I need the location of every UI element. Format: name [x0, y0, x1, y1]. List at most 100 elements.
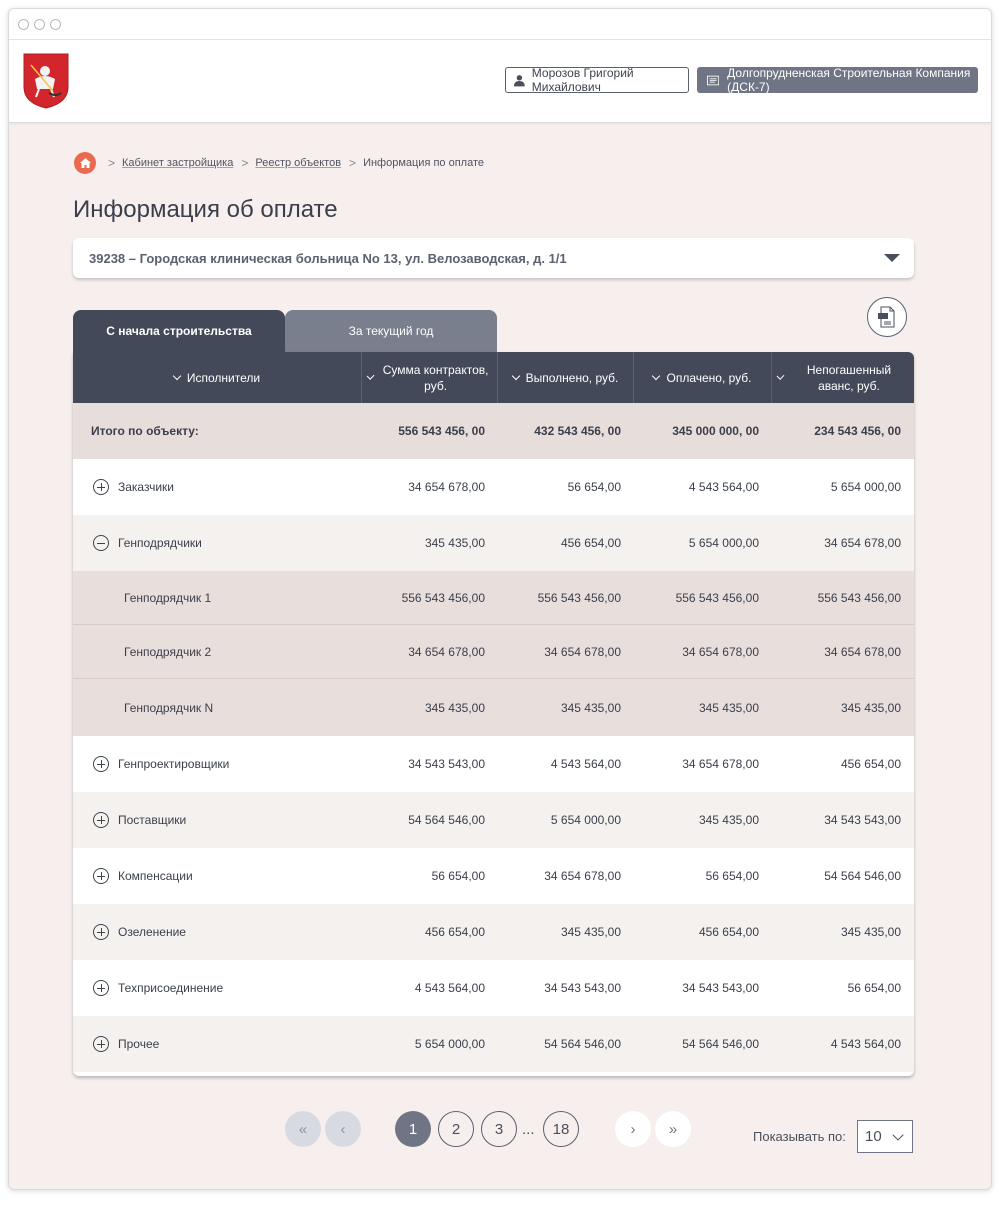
export-document-button[interactable]	[867, 297, 907, 337]
breadcrumb-link-registry[interactable]: Реестр объектов	[255, 157, 342, 169]
table-cell: 56 654,00	[567, 480, 621, 494]
prev-page-button[interactable]: ‹	[325, 1111, 361, 1147]
expand-plus-icon[interactable]	[93, 1036, 109, 1052]
column-header-paid[interactable]: Оплачено, руб.	[634, 352, 772, 403]
group-name: Прочее	[118, 1037, 160, 1051]
sort-chevron-icon	[652, 371, 661, 380]
table-cell: 54 564 546,00	[682, 1037, 759, 1051]
table-cell: 4 543 564,00	[414, 981, 485, 995]
sort-chevron-icon	[511, 371, 520, 380]
table-row-customers[interactable]: Заказчики 34 654 678,00 56 654,00 4 543 …	[73, 459, 914, 515]
total-cell: 234 543 456, 00	[814, 424, 901, 438]
object-select[interactable]: 39238 – Городская клиническая больница N…	[73, 238, 914, 278]
total-cell: 345 000 000, 00	[672, 424, 759, 438]
expand-plus-icon[interactable]	[93, 756, 109, 772]
table-cell: 54 564 546,00	[544, 1037, 621, 1051]
page-button-3[interactable]: 3	[481, 1111, 517, 1147]
first-page-button[interactable]: «	[285, 1111, 321, 1147]
table-cell: 5 654 000,00	[688, 536, 759, 550]
table-cell: 456 654,00	[424, 925, 485, 939]
table-cell: 345 435,00	[560, 700, 621, 715]
expand-plus-icon[interactable]	[93, 980, 109, 996]
table-cell: 4 543 564,00	[688, 480, 759, 494]
table-row-other[interactable]: Прочее 5 654 000,00 54 564 546,00 54 564…	[73, 1016, 914, 1072]
page-title: Информация об оплате	[73, 196, 338, 223]
column-header-done[interactable]: Выполнено, руб.	[498, 352, 634, 403]
expand-plus-icon[interactable]	[93, 868, 109, 884]
company-button[interactable]: Долгопрудненская Строительная Компания (…	[697, 66, 978, 94]
table-cell: 345 435,00	[698, 700, 759, 715]
app-header: Морозов Григорий Михайлович Долгопруднен…	[9, 40, 991, 123]
breadcrumb-separator-icon: >	[349, 156, 357, 170]
breadcrumb-link-cabinet[interactable]: Кабинет застройщика	[122, 157, 234, 169]
expand-plus-icon[interactable]	[93, 924, 109, 940]
total-label: Итого по объекту:	[91, 424, 199, 438]
table-cell: 54 564 546,00	[408, 813, 485, 827]
table-cell: 34 654 678,00	[408, 480, 485, 494]
table-cell: 34 654 678,00	[408, 644, 485, 659]
group-name: Генпроектировщики	[118, 757, 230, 771]
table-cell: 34 543 543,00	[544, 981, 621, 995]
table-cell: 345 435,00	[560, 925, 621, 939]
expand-plus-icon[interactable]	[93, 479, 109, 495]
home-icon[interactable]	[74, 152, 96, 174]
table-row-compensations[interactable]: Компенсации 56 654,00 34 654 678,00 56 6…	[73, 848, 914, 904]
pagination: « ‹ 1 2 3 ... 18 › »	[0, 1111, 1000, 1151]
tab-current-year[interactable]: За текущий год	[285, 310, 497, 352]
table-cell: 456 654,00	[698, 925, 759, 939]
table-cell: 345 435,00	[424, 700, 485, 715]
table-row-general-contractors[interactable]: Генподрядчики 345 435,00 456 654,00 5 65…	[73, 515, 914, 571]
table-cell: 34 654 678,00	[682, 644, 759, 659]
per-page-value: 10	[865, 1128, 882, 1145]
user-name: Морозов Григорий Михайлович	[531, 66, 634, 94]
dropdown-arrow-icon	[884, 254, 900, 262]
moscow-coat-of-arms-logo[interactable]	[23, 53, 69, 109]
expand-plus-icon[interactable]	[93, 812, 109, 828]
tab-since-start[interactable]: С начала строительства	[73, 310, 285, 352]
table-cell: 556 543 456,00	[675, 590, 759, 605]
table-header: Исполнители Сумма контрактов, руб. Выпол…	[73, 352, 914, 403]
column-header-advance[interactable]: Непогашенный аванс, руб.	[772, 352, 914, 403]
table-cell: 34 543 543,00	[824, 813, 901, 827]
table-cell: 34 654 678,00	[544, 869, 621, 883]
last-page-button[interactable]: »	[655, 1111, 691, 1147]
user-icon	[514, 74, 525, 86]
next-page-button[interactable]: ›	[615, 1111, 651, 1147]
table-cell: 4 543 564,00	[830, 1037, 901, 1051]
group-name: Поставщики	[118, 813, 187, 827]
table-cell: 54 564 546,00	[824, 869, 901, 883]
total-row: Итого по объекту: 556 543 456, 00 432 54…	[73, 403, 914, 459]
breadcrumb-current: Информация по оплате	[363, 157, 484, 169]
sort-chevron-icon	[366, 371, 375, 380]
table-cell: 456 654,00	[840, 757, 901, 771]
company-name: Долгопрудненская Строительная Компания (…	[727, 66, 971, 94]
document-export-icon	[878, 306, 895, 328]
page-button-2[interactable]: 2	[438, 1111, 474, 1147]
table-row-suppliers[interactable]: Поставщики 54 564 546,00 5 654 000,00 34…	[73, 792, 914, 848]
table-cell: 34 654 678,00	[824, 644, 901, 659]
payments-table: Исполнители Сумма контрактов, руб. Выпол…	[73, 352, 914, 1076]
breadcrumb: > Кабинет застройщика > Реестр объектов …	[74, 152, 484, 174]
table-subrow[interactable]: Генподрядчик 2 34 654 678,00 34 654 678,…	[73, 625, 914, 679]
table-subrow[interactable]: Генподрядчик N 345 435,00 345 435,00 345…	[73, 679, 914, 736]
group-name: Заказчики	[118, 480, 174, 494]
table-cell: 56 654,00	[705, 869, 759, 883]
table-cell: 345 435,00	[698, 813, 759, 827]
user-button[interactable]: Морозов Григорий Михайлович	[505, 66, 689, 94]
table-cell: 345 435,00	[840, 925, 901, 939]
table-row-landscaping[interactable]: Озеленение 456 654,00 345 435,00 456 654…	[73, 904, 914, 960]
per-page-select[interactable]: 10	[857, 1120, 913, 1153]
column-header-contracts[interactable]: Сумма контрактов, руб.	[362, 352, 498, 403]
table-cell: 34 543 543,00	[408, 757, 485, 771]
collapse-minus-icon[interactable]	[93, 535, 109, 551]
breadcrumb-separator-icon: >	[108, 156, 116, 170]
page-button-1[interactable]: 1	[395, 1111, 431, 1147]
column-header-executors[interactable]: Исполнители	[73, 352, 362, 403]
table-row-general-designers[interactable]: Генпроектировщики 34 543 543,00 4 543 56…	[73, 736, 914, 792]
table-row-tech-connection[interactable]: Техприсоединение 4 543 564,00 34 543 543…	[73, 960, 914, 1016]
page-button-last[interactable]: 18	[543, 1111, 579, 1147]
group-name: Озеленение	[118, 925, 186, 939]
table-subrow[interactable]: Генподрядчик 1 556 543 456,00 556 543 45…	[73, 571, 914, 625]
sort-chevron-icon	[172, 371, 182, 380]
total-cell: 556 543 456, 00	[398, 424, 485, 438]
